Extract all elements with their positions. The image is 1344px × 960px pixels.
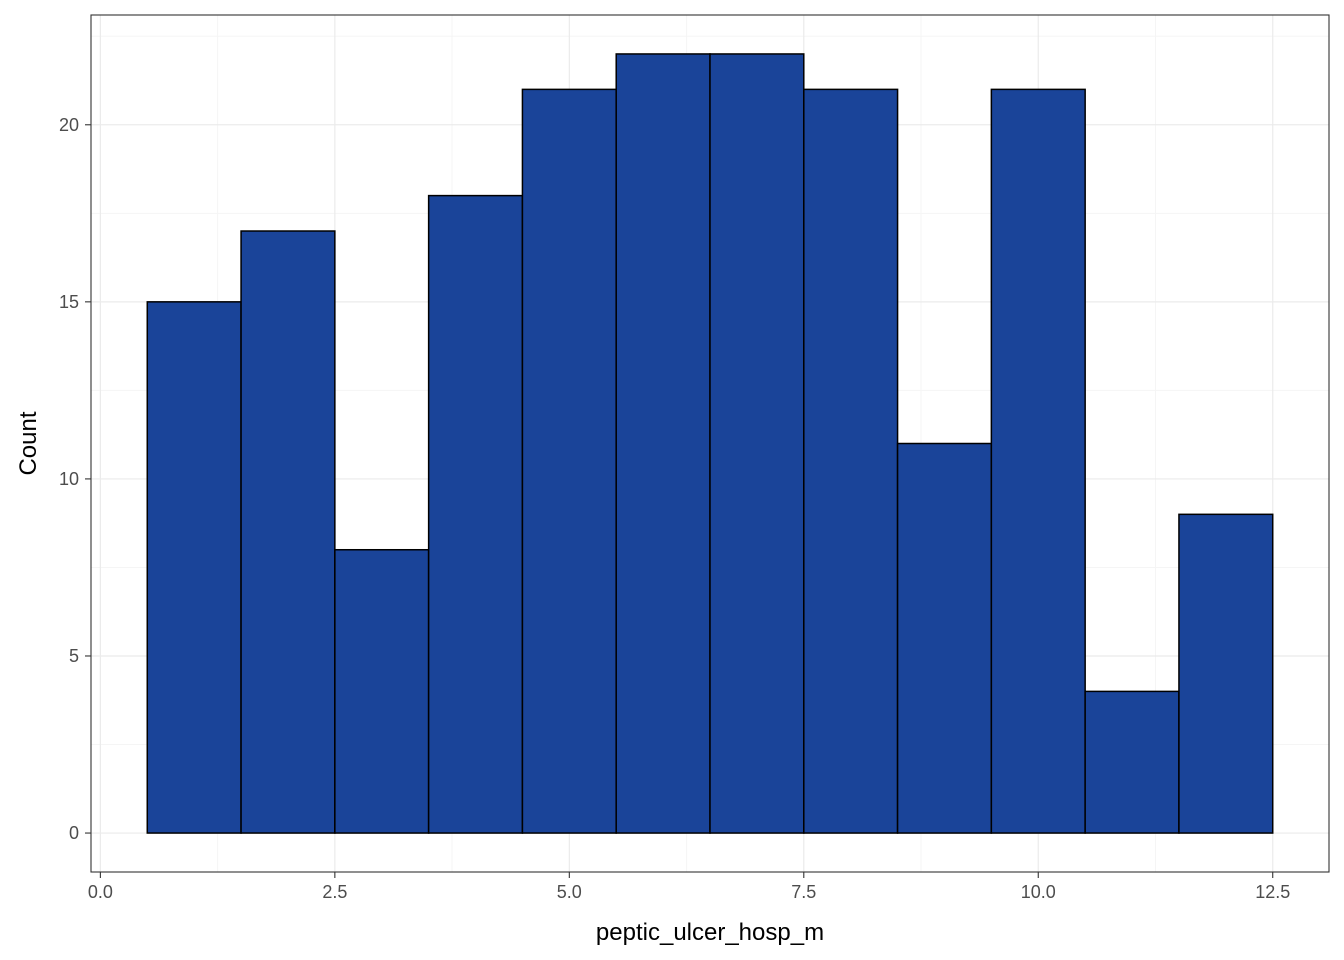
x-tick-label: 2.5 xyxy=(322,882,347,902)
histogram-bar xyxy=(615,53,711,834)
y-axis-ticks: 0 5 10 15 20 xyxy=(59,115,91,843)
y-tick-label: 20 xyxy=(59,115,79,135)
x-tick-label: 7.5 xyxy=(791,882,816,902)
x-tick-label: 12.5 xyxy=(1255,882,1290,902)
histogram-bar xyxy=(427,194,524,834)
x-tick-label: 0.0 xyxy=(88,882,113,902)
histogram-bar xyxy=(521,88,617,834)
y-axis-title: Count xyxy=(15,411,42,475)
histogram-bar xyxy=(1178,513,1274,834)
histogram-bar xyxy=(1084,690,1180,834)
x-axis-title: peptic_ulcer_hosp_m xyxy=(596,919,824,946)
histogram-bar xyxy=(709,53,805,834)
y-tick-label: 0 xyxy=(69,823,79,843)
x-tick-label: 10.0 xyxy=(1021,882,1056,902)
panel-border xyxy=(90,14,1330,873)
histogram-bar xyxy=(990,88,1086,834)
histogram-bar xyxy=(896,442,993,834)
histogram-bar xyxy=(334,548,430,834)
histogram-bars xyxy=(146,53,1274,834)
histogram-bar xyxy=(146,301,242,834)
x-tick-label: 5.0 xyxy=(557,882,582,902)
y-tick-label: 10 xyxy=(59,469,79,489)
histogram-bar xyxy=(240,230,336,834)
y-tick-label: 5 xyxy=(69,646,79,666)
x-axis-ticks: 0.0 2.5 5.0 7.5 10.0 12.5 xyxy=(88,872,1290,902)
histogram-bar xyxy=(803,88,899,834)
y-tick-label: 15 xyxy=(59,292,79,312)
